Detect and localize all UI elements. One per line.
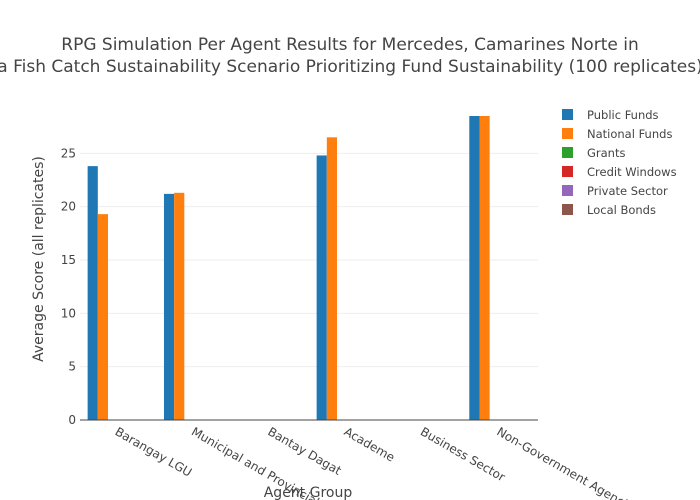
legend-swatch xyxy=(562,204,573,215)
bar xyxy=(316,155,327,420)
legend-label: Credit Windows xyxy=(587,165,677,179)
bar xyxy=(174,192,185,420)
legend-swatch xyxy=(562,128,573,139)
x-tick-label: Business Sector xyxy=(418,424,508,484)
y-tick-label: 25 xyxy=(61,146,76,160)
chart-title: RPG Simulation Per Agent Results for Mer… xyxy=(0,35,700,77)
legend-label: Local Bonds xyxy=(587,203,656,217)
x-axis-title: Agent Group xyxy=(264,485,353,500)
legend-swatch xyxy=(562,109,573,120)
chart-title-line-1: RPG Simulation Per Agent Results for Mer… xyxy=(61,35,638,55)
bar xyxy=(469,116,480,420)
legend-label: Grants xyxy=(587,146,625,160)
y-tick-label: 0 xyxy=(68,413,76,427)
bar xyxy=(163,193,175,420)
legend-label: Public Funds xyxy=(587,108,659,122)
legend-swatch xyxy=(562,147,573,158)
x-tick-label: Academe xyxy=(342,424,398,464)
y-tick-labels: 0 5 10 15 20 25 xyxy=(61,146,76,427)
legend-swatch xyxy=(562,185,573,196)
legend: Public Funds National Funds Grants Credit W… xyxy=(562,108,677,217)
bar xyxy=(97,214,108,420)
legend-label: Private Sector xyxy=(587,184,668,198)
x-tick-label: Non-Government Agencies xyxy=(494,424,641,500)
x-tick-label: Bantay Dagat xyxy=(265,424,344,477)
x-tick-label: Barangay LGU xyxy=(113,424,195,479)
y-tick-label: 15 xyxy=(61,253,76,267)
y-tick-label: 5 xyxy=(68,360,76,374)
gridlines xyxy=(80,152,538,368)
chart-title-line-2: a Fish Catch Sustainability Scenario Pri… xyxy=(0,57,700,77)
bar xyxy=(479,116,490,420)
y-tick-label: 20 xyxy=(61,200,76,214)
bar xyxy=(87,166,98,420)
bars-group xyxy=(87,116,490,421)
legend-label: National Funds xyxy=(587,127,672,141)
legend-swatch xyxy=(562,166,573,177)
y-tick-label: 10 xyxy=(61,306,76,320)
y-axis-title: Average Score (all replicates) xyxy=(31,156,47,362)
bar xyxy=(326,137,337,421)
